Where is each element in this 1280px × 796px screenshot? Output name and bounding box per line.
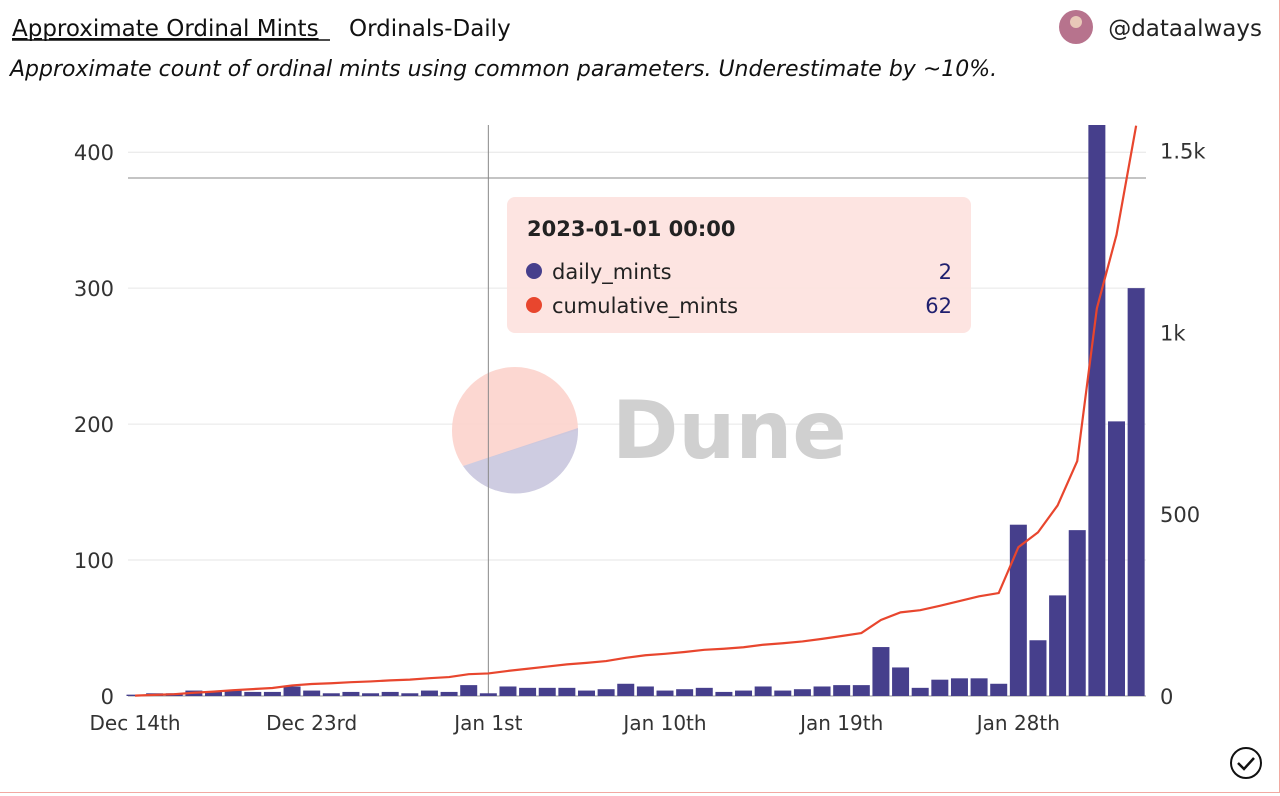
watermark-logo	[451, 367, 578, 466]
bar	[499, 686, 517, 696]
avatar-face	[1070, 16, 1082, 28]
x-tick-label: Jan 19th	[798, 711, 883, 735]
bar	[970, 678, 988, 696]
bar	[362, 693, 380, 696]
x-tick-label: Jan 10th	[621, 711, 706, 735]
tooltip-dot	[526, 263, 542, 279]
y-tick-label: 0	[101, 685, 114, 709]
title[interactable]: Approximate Ordinal Mints	[12, 16, 319, 42]
bar	[322, 693, 340, 696]
bar	[283, 686, 301, 696]
y-tick-label: 400	[74, 141, 114, 165]
bar	[676, 689, 694, 696]
bar	[519, 687, 537, 696]
y-tick-label: 100	[74, 549, 114, 573]
bar	[617, 683, 635, 696]
bar	[774, 690, 792, 696]
x-tick-label: Dec 23rd	[266, 711, 357, 735]
bar	[1049, 595, 1067, 696]
y2-tick-label: 1.5k	[1160, 139, 1206, 163]
bar	[911, 687, 929, 696]
subtitle: Approximate count of ordinal mints using…	[8, 57, 997, 82]
bar	[440, 691, 458, 696]
bar	[892, 667, 910, 696]
bar	[401, 693, 419, 696]
bar	[381, 691, 399, 696]
bar	[793, 689, 811, 696]
check-mark	[1237, 757, 1255, 771]
watermark-logo	[463, 428, 579, 494]
bar	[735, 690, 753, 696]
bar	[990, 683, 1008, 696]
bar	[656, 690, 674, 696]
bar	[558, 687, 576, 696]
tab[interactable]: Ordinals-Daily	[349, 16, 511, 42]
bar	[1088, 125, 1106, 696]
tooltip-value: 2	[939, 260, 952, 284]
bar	[813, 686, 831, 696]
tooltip-dot	[526, 297, 542, 313]
y-tick-label: 200	[74, 413, 114, 437]
y2-tick-label: 500	[1160, 503, 1200, 527]
bar	[931, 679, 949, 696]
tooltip-box	[507, 197, 971, 333]
bar	[1108, 421, 1125, 696]
tooltip-name: daily_mints	[552, 260, 672, 285]
bar	[460, 685, 478, 696]
check-icon[interactable]	[1230, 747, 1262, 779]
line	[134, 125, 1138, 697]
x-tick-label: Dec 14th	[89, 711, 180, 735]
bar	[1009, 524, 1027, 696]
bar	[303, 690, 321, 696]
watermark: Dune	[612, 384, 847, 477]
bar	[950, 678, 968, 696]
x-tick-label: Jan 1st	[452, 711, 522, 735]
author[interactable]: @dataalways	[1108, 16, 1262, 42]
bar	[342, 691, 360, 696]
bar	[420, 690, 438, 696]
bar	[263, 691, 281, 696]
bar	[577, 690, 595, 696]
bar	[695, 687, 713, 696]
tooltip-name: cumulative_mints	[552, 294, 738, 319]
bar	[224, 690, 242, 696]
bar	[597, 689, 615, 696]
bar	[872, 647, 890, 696]
bar	[205, 691, 223, 696]
tooltip: 2023-01-01 00:00 daily_mints 2 cumulative_m…	[507, 197, 971, 333]
bar	[1068, 530, 1086, 696]
y2-tick-label: 0	[1160, 685, 1173, 709]
bar	[479, 693, 497, 696]
x-tick-label: Jan 28th	[975, 711, 1060, 735]
bar	[754, 686, 772, 696]
bar	[833, 685, 851, 696]
bar	[852, 685, 870, 696]
bar	[715, 691, 733, 696]
tooltip-value: 62	[925, 294, 952, 318]
tooltip-title: 2023-01-01 00:00	[527, 217, 735, 241]
bar	[1029, 640, 1047, 696]
bar	[538, 687, 556, 696]
y-tick-label: 300	[74, 277, 114, 301]
y2-tick-label: 1k	[1160, 321, 1186, 345]
bar	[1127, 288, 1145, 696]
bar	[244, 691, 262, 696]
bar	[636, 686, 654, 696]
